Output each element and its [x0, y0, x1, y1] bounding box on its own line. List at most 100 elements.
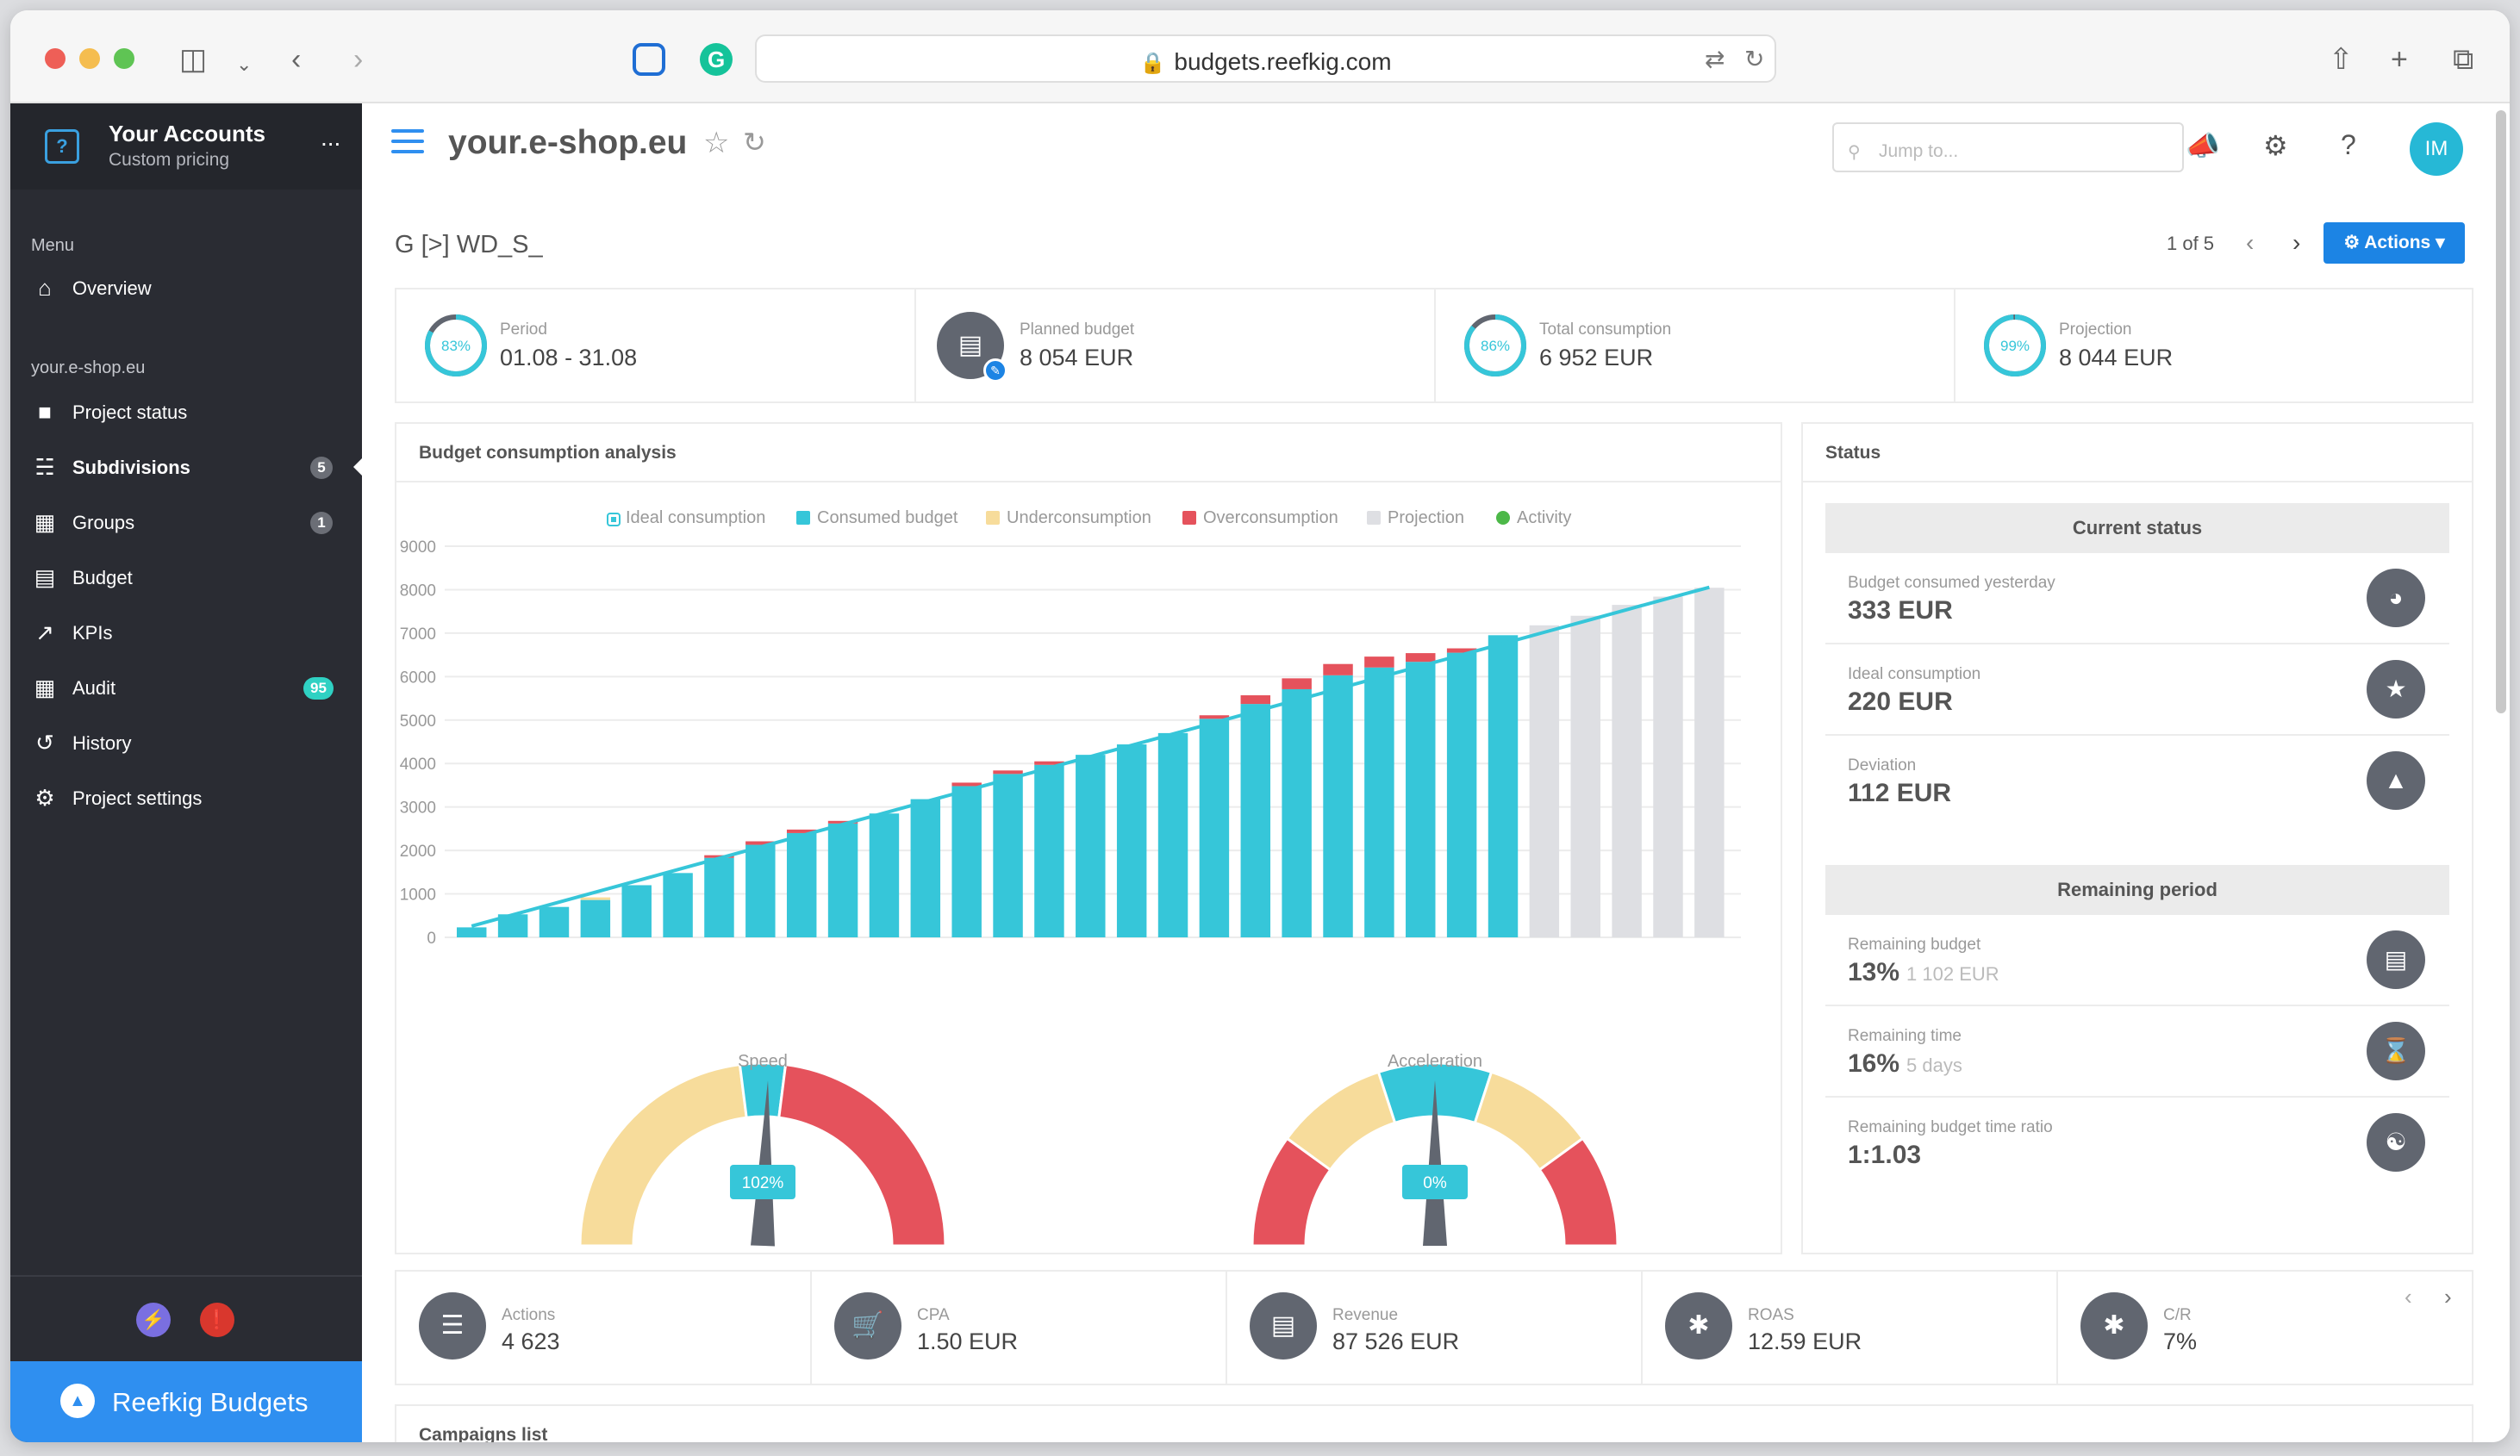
translate-icon[interactable]: ⇄ — [1705, 46, 1725, 72]
account-more-button[interactable]: ... — [321, 124, 341, 151]
overconsumption-bar — [1364, 656, 1394, 668]
tabs-overview-icon[interactable]: ⧉ — [2453, 43, 2474, 76]
gauge-value-label: 0% — [1423, 1174, 1447, 1192]
avatar[interactable]: IM — [2410, 122, 2463, 176]
account-title: Your Accounts — [109, 121, 266, 146]
back-icon[interactable]: ‹ — [291, 43, 302, 76]
legend-projection[interactable]: Projection — [1367, 508, 1464, 528]
sidebar-item-subdivisions[interactable]: ☵ Subdivisions 5 — [10, 441, 362, 493]
home-icon: ⌂ — [38, 275, 52, 301]
sidebar-item-overview[interactable]: ⌂ Overview — [10, 262, 362, 314]
dashboard-icon: ◕ — [2367, 569, 2425, 627]
share-icon[interactable]: ⇧ — [2329, 43, 2354, 76]
y-tick-label: 7000 — [400, 625, 436, 644]
period-ring-label: 83% — [441, 338, 471, 354]
consumed-bar — [1116, 744, 1147, 937]
gear-icon[interactable]: ⚙ — [2263, 130, 2288, 161]
overconsumption-bar — [1323, 663, 1353, 675]
minimize-window-button[interactable] — [79, 48, 100, 69]
kpi-label: CPA — [917, 1306, 950, 1324]
edit-icon[interactable]: ✎ — [983, 358, 1007, 383]
sidebar-item-history[interactable]: ↺ History — [10, 717, 362, 768]
consumed-bar — [1240, 704, 1271, 937]
overconsumption-bar — [1199, 715, 1230, 719]
grammarly-icon[interactable] — [700, 43, 733, 76]
panel-title: Campaigns list — [419, 1425, 548, 1442]
divider — [1803, 481, 2472, 482]
hamburger-menu-icon[interactable] — [391, 129, 424, 160]
new-tab-icon[interactable]: + — [2391, 43, 2408, 76]
sidebar-item-label: Overview — [72, 277, 152, 299]
y-tick-label: 0 — [427, 930, 436, 948]
sidebar-item-label: Groups — [72, 512, 135, 533]
money-icon: ▤ — [34, 564, 56, 590]
jump-to-input[interactable]: Jump to... — [1832, 122, 2184, 172]
y-tick-label: 5000 — [400, 712, 436, 731]
stat-period: 83% Period 01.08 - 31.08 — [396, 289, 916, 401]
browser-toolbar: ◫ ⌄ ‹ › 🔒 budgets.reefkig.com ⇄ ↻ ⇧ + ⧉ — [10, 10, 2510, 103]
scrollbar[interactable] — [2496, 110, 2506, 713]
y-tick-label: 3000 — [400, 800, 436, 818]
sidebar-item-audit[interactable]: ▦ Audit 95 — [10, 662, 362, 713]
status-label: Deviation — [1848, 756, 1917, 775]
megaphone-icon[interactable]: 📣 — [2186, 130, 2220, 161]
gauge-needle — [751, 1080, 775, 1247]
cart-icon: 🛒 — [834, 1292, 901, 1360]
address-bar[interactable]: 🔒 budgets.reefkig.com ⇄ ↻ — [755, 34, 1776, 83]
kpi-next-icon[interactable]: › — [2444, 1284, 2452, 1310]
sidebar-item-kpis[interactable]: ↗ KPIs — [10, 607, 362, 658]
budget-analysis-panel: Budget consumption analysis Ideal consum… — [395, 422, 1782, 1254]
remaining-period-heading: Remaining period — [1825, 865, 2449, 915]
next-icon[interactable]: › — [2292, 229, 2301, 256]
gauge-value-box — [730, 1165, 795, 1199]
sidebar-toggle-icon[interactable]: ◫ — [179, 43, 208, 76]
maximize-window-button[interactable] — [114, 48, 134, 69]
star-icon[interactable]: ☆ — [703, 127, 730, 159]
legend-under[interactable]: Underconsumption — [986, 508, 1151, 528]
pocket-icon[interactable] — [633, 43, 665, 76]
sidebar-item-project-status[interactable]: ■ Project status — [10, 386, 362, 438]
kpi-cpa: 🛒 CPA 1.50 EUR — [812, 1272, 1227, 1384]
legend-ideal[interactable]: Ideal consumption — [607, 508, 765, 528]
consumption-bar-chart: 0 1000 2000 3000 4000 5000 6000 7000 8000 9000 — [400, 538, 1741, 948]
brand-footer[interactable]: ▲ Reefkig Budgets — [10, 1361, 362, 1442]
projection-bar — [1653, 596, 1683, 937]
status-value: 13% 1 102 EUR — [1848, 958, 1999, 986]
help-icon[interactable]: ? — [2341, 129, 2356, 160]
account-switcher[interactable]: ? Your Accounts Custom pricing ... — [10, 103, 362, 190]
main-content: your.e-shop.eu ☆ ↻ Jump to... ⚲ 📣 ⚙ ? IM… — [362, 103, 2510, 1442]
count-badge: 5 — [310, 457, 333, 479]
reload-icon[interactable]: ↻ — [1744, 46, 1765, 72]
forward-icon[interactable]: › — [353, 43, 364, 76]
consumed-bar — [1406, 662, 1436, 937]
y-tick-label: 4000 — [400, 756, 436, 774]
status-value: 112 EUR — [1848, 779, 1952, 807]
sidebar-item-label: Audit — [72, 677, 116, 699]
close-window-button[interactable] — [45, 48, 65, 69]
stat-total-consumption: 86% Total consumption 6 952 EUR — [1436, 289, 1955, 401]
chevron-down-icon[interactable]: ⌄ — [236, 53, 253, 75]
sidebar-item-project-settings[interactable]: ⚙ Project settings — [10, 772, 362, 824]
legend-activity[interactable]: Activity — [1496, 508, 1571, 528]
bolt-icon[interactable]: ⚡ — [136, 1303, 171, 1337]
consumed-bar — [786, 832, 817, 937]
actions-button[interactable]: ⚙ Actions ▾ — [2324, 222, 2465, 264]
gauge-value-label: 102% — [742, 1174, 784, 1192]
legend-consumed[interactable]: Consumed budget — [796, 508, 957, 528]
prev-icon[interactable]: ‹ — [2246, 229, 2255, 256]
browser-window: ◫ ⌄ ‹ › 🔒 budgets.reefkig.com ⇄ ↻ ⇧ + ⧉ ?… — [10, 10, 2510, 1442]
megaphone-icon[interactable]: ❗ — [200, 1303, 234, 1337]
status-label: Ideal consumption — [1848, 665, 1981, 683]
refresh-icon[interactable]: ↻ — [743, 127, 766, 158]
gauge-title: Speed — [738, 1052, 788, 1071]
stat-label: Total consumption — [1539, 320, 1672, 339]
overconsumption-bar — [993, 770, 1023, 775]
sidebar-item-groups[interactable]: ▦ Groups 1 — [10, 496, 362, 548]
consumed-bar — [621, 885, 652, 937]
sidebar-item-budget[interactable]: ▤ Budget — [10, 551, 362, 603]
kpi-prev-icon[interactable]: ‹ — [2405, 1284, 2412, 1310]
y-tick-label: 1000 — [400, 887, 436, 905]
current-status-heading: Current status — [1825, 503, 2449, 553]
legend-over[interactable]: Overconsumption — [1182, 508, 1338, 528]
consumption-ring: 86% — [1464, 314, 1526, 376]
